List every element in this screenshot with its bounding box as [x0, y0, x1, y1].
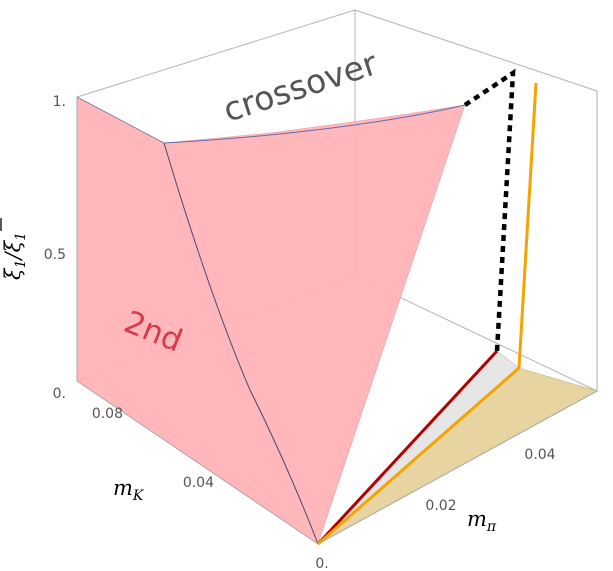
- y-axis-label: mK: [113, 476, 145, 504]
- tricritical-line: [316, 349, 499, 546]
- y-tick-0-08: 0.08: [92, 406, 123, 422]
- critical-line-vertical: [517, 82, 538, 369]
- x-tick-0-02: 0.02: [425, 498, 456, 514]
- z-tick-1: 1.: [53, 94, 66, 110]
- box-front-edges: [76, 91, 598, 545]
- critical-line-floor: [317, 366, 520, 546]
- y-tick-0-04: 0.04: [183, 475, 214, 491]
- z-axis-label: ξ1/ξ1: [0, 218, 29, 280]
- z-tick-0-5: 0.5: [44, 247, 66, 263]
- crossover-annotation: crossover: [218, 43, 382, 129]
- x-tick-0-04: 0.04: [524, 447, 555, 463]
- surface-mesh: [76, 96, 319, 545]
- svg-text:ξ1/ξ1: ξ1/ξ1: [1, 232, 29, 280]
- crossover-boundary-curve: [163, 104, 466, 144]
- origin-tick: 0.: [315, 556, 328, 571]
- dashed-boundary-line: [463, 68, 516, 352]
- x-axis-label: mπ: [467, 507, 497, 535]
- z-tick-0: 0.: [53, 386, 66, 402]
